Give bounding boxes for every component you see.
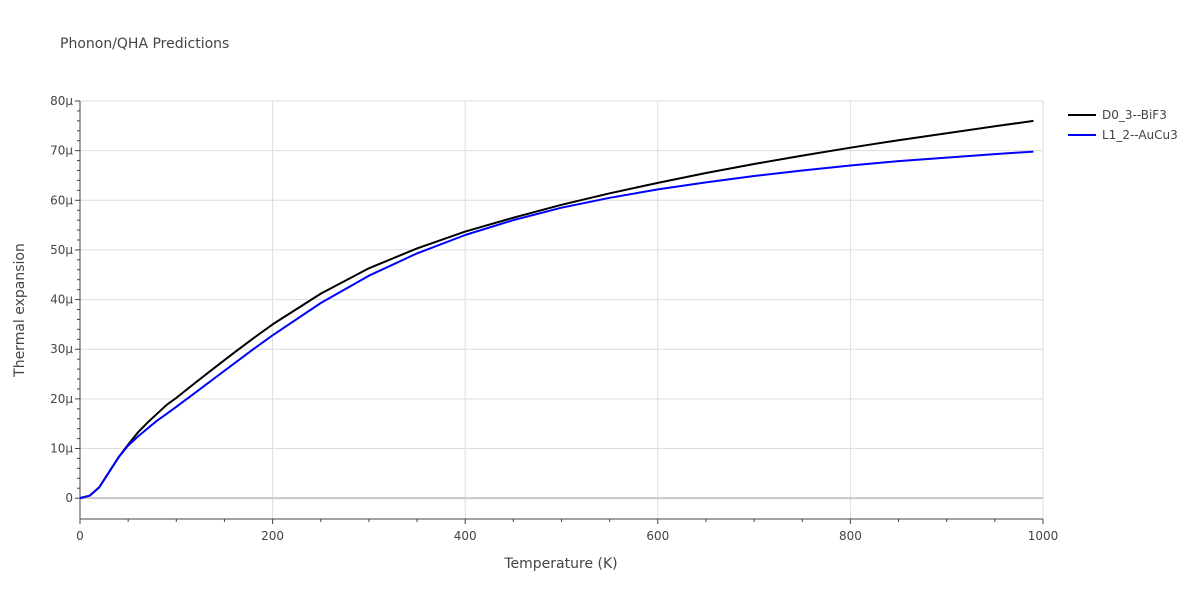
- x-tick-label: 600: [646, 529, 669, 543]
- x-axis-ticks: 0 200 400 600 800 1000: [76, 518, 1059, 543]
- legend-label: L1_2--AuCu3: [1102, 128, 1178, 142]
- series-line-0: [79, 119, 1034, 500]
- x-tick-label: 800: [839, 529, 862, 543]
- x-tick-label: 0: [76, 529, 84, 543]
- y-tick-label: 60μ: [50, 193, 73, 207]
- y-axis-ticks: 0 10μ 20μ 30μ 40μ 50μ 60μ 70μ 80μ: [50, 94, 81, 519]
- legend-label: D0_3--BiF3: [1102, 108, 1167, 122]
- legend-item-d0-3-bif3[interactable]: D0_3--BiF3: [1068, 105, 1178, 125]
- chart-title: Phonon/QHA Predictions: [60, 36, 230, 52]
- legend-swatch: [1068, 134, 1096, 136]
- y-tick-label: 0: [65, 491, 73, 505]
- x-tick-label: 200: [261, 529, 284, 543]
- x-axis-label: Temperature (K): [503, 556, 617, 572]
- y-axis-label: Thermal expansion: [12, 243, 28, 378]
- y-tick-label: 80μ: [50, 94, 73, 108]
- legend: D0_3--BiF3 L1_2--AuCu3: [1068, 105, 1178, 145]
- y-tick-label: 20μ: [50, 392, 73, 406]
- legend-item-l1-2-aucu3[interactable]: L1_2--AuCu3: [1068, 125, 1178, 145]
- grid-lines: [80, 100, 1044, 519]
- x-tick-label: 400: [454, 529, 477, 543]
- y-tick-label: 70μ: [50, 144, 73, 158]
- y-tick-label: 50μ: [50, 243, 73, 257]
- series-lines: [79, 119, 1034, 500]
- y-tick-label: 40μ: [50, 293, 73, 307]
- legend-swatch: [1068, 114, 1096, 116]
- y-tick-label: 10μ: [50, 442, 73, 456]
- y-tick-label: 30μ: [50, 342, 73, 356]
- series-line-1: [79, 150, 1034, 500]
- x-tick-label: 1000: [1028, 529, 1059, 543]
